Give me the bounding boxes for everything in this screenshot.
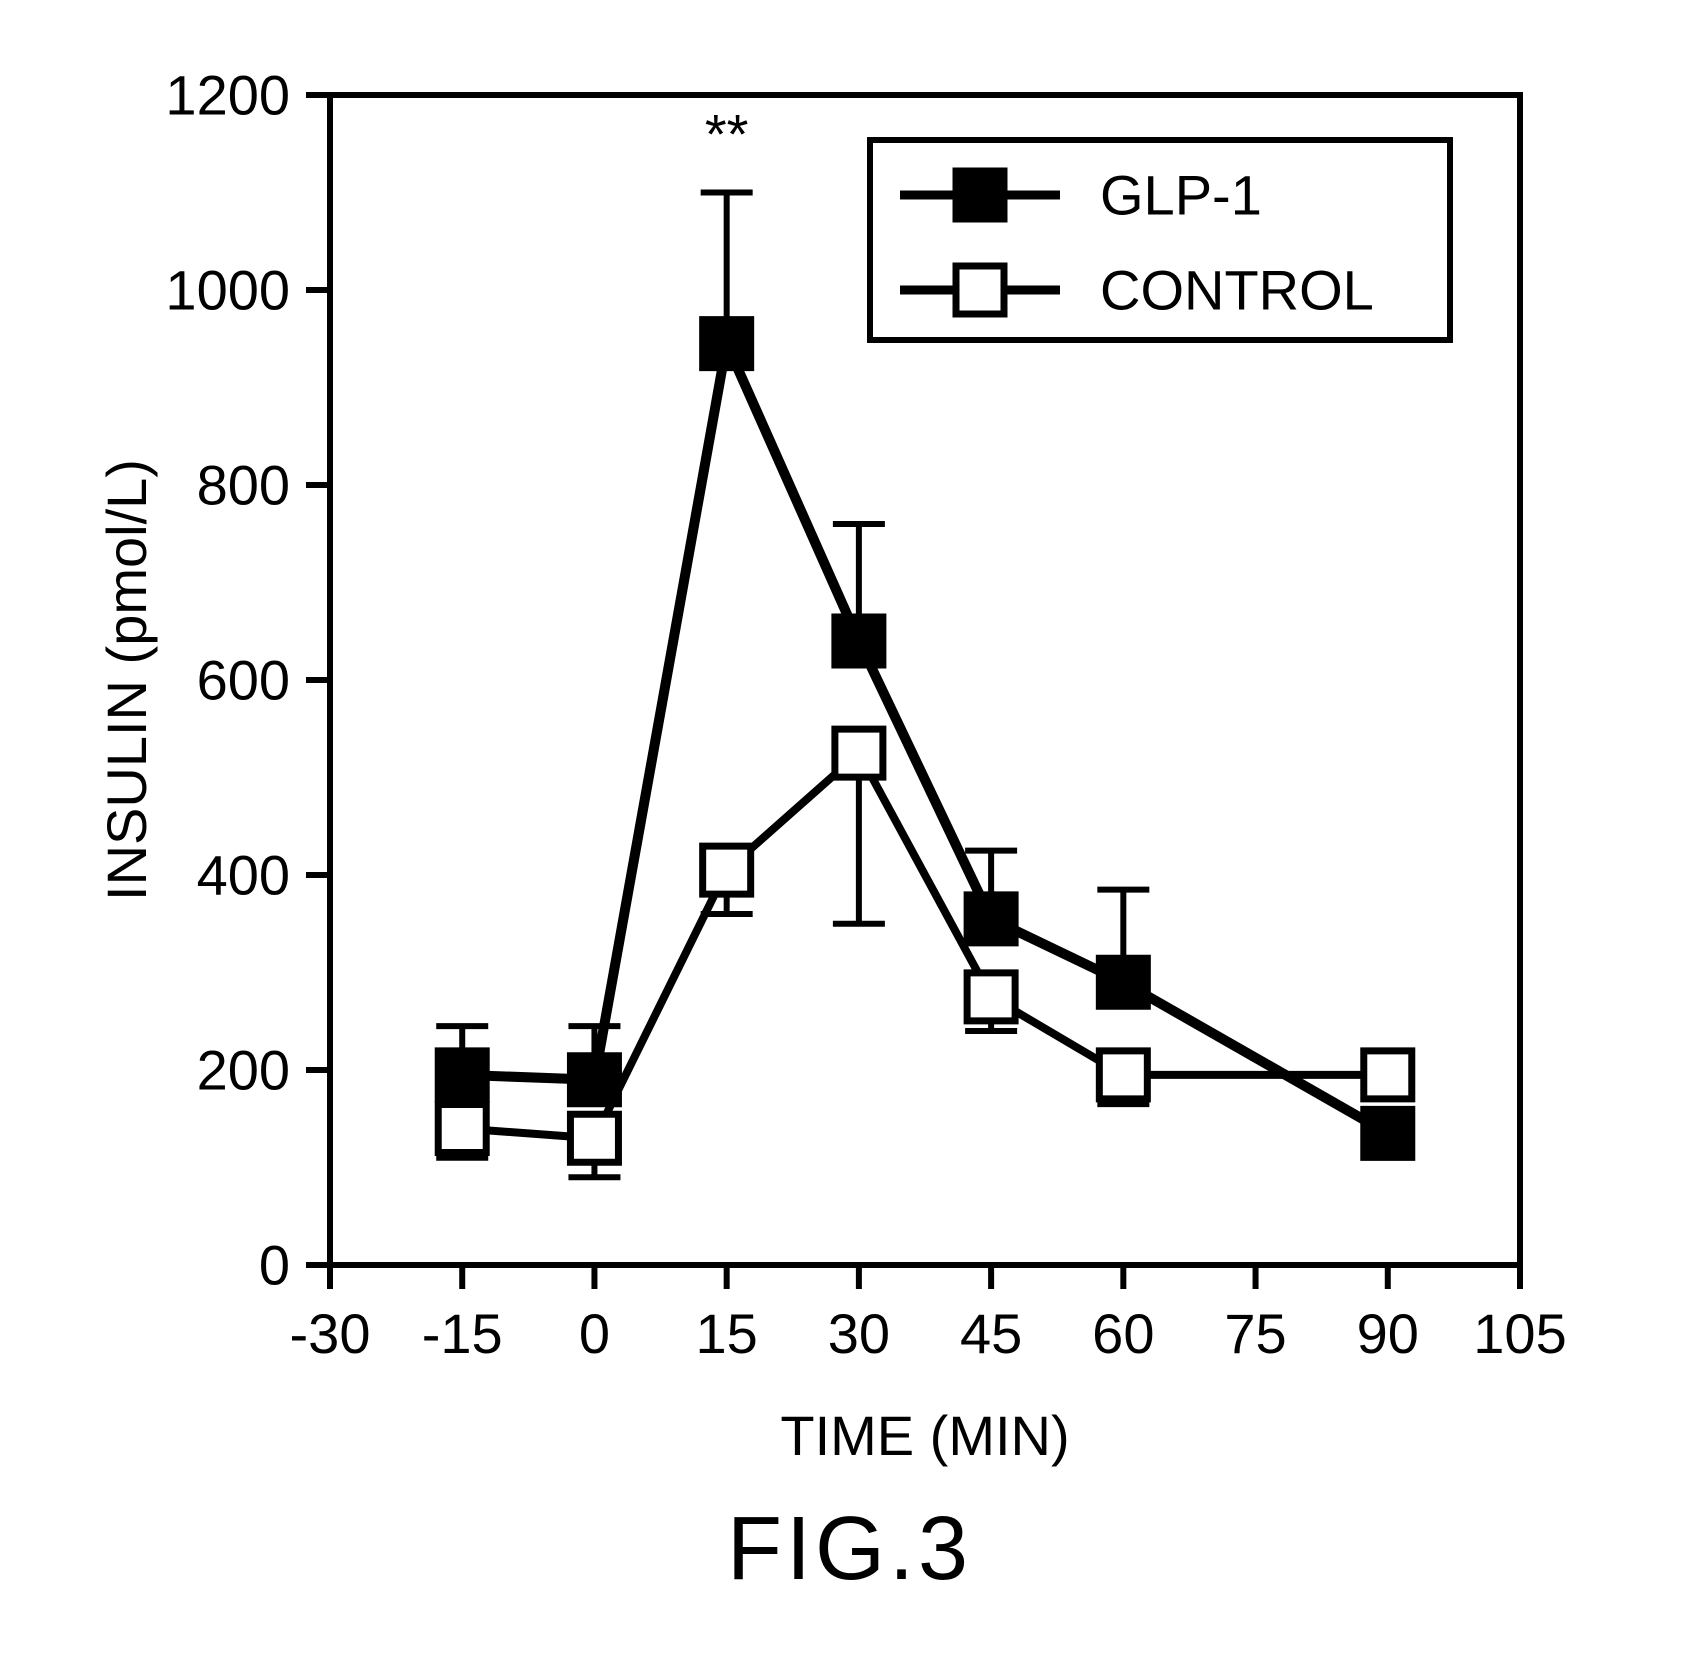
marker-open-square [438, 1105, 486, 1153]
y-tick-label: 600 [197, 649, 290, 712]
legend-label: GLP-1 [1100, 164, 1262, 227]
x-tick-label: -30 [290, 1302, 371, 1365]
x-tick-label: 30 [828, 1302, 890, 1365]
x-tick-label: 90 [1357, 1302, 1419, 1365]
marker-open-square [1099, 1051, 1147, 1099]
x-axis-label: TIME (MIN) [780, 1404, 1069, 1467]
chart-container: -30 -15 0 15 30 45 60 75 90 105 0 200 400 600 800 1000 1… [0, 0, 1699, 1669]
x-tick-label: 105 [1473, 1302, 1566, 1365]
x-tick-label: 75 [1224, 1302, 1286, 1365]
y-tick-label: 1000 [165, 259, 290, 322]
marker-open-square [1364, 1051, 1412, 1099]
marker-open-square [956, 266, 1004, 314]
marker-filled-square [1099, 958, 1147, 1006]
figure-caption: FIG.3 [727, 1499, 972, 1599]
x-tick-label: 45 [960, 1302, 1022, 1365]
marker-filled-square [438, 1051, 486, 1099]
marker-filled-square [835, 617, 883, 665]
y-tick-label: 0 [259, 1234, 290, 1297]
marker-filled-square [703, 320, 751, 368]
marker-open-square [703, 846, 751, 894]
marker-open-square [835, 729, 883, 777]
marker-filled-square [956, 171, 1004, 219]
y-tick-label: 800 [197, 454, 290, 517]
marker-open-square [570, 1114, 618, 1162]
y-tick-label: 200 [197, 1039, 290, 1102]
x-tick-label: 0 [579, 1302, 610, 1365]
legend-label: CONTROL [1100, 259, 1374, 322]
y-tick-label: 1200 [165, 64, 290, 127]
annotation: ** [705, 103, 749, 166]
marker-filled-square [967, 895, 1015, 943]
marker-open-square [967, 973, 1015, 1021]
marker-filled-square [1364, 1109, 1412, 1157]
x-tick-label: 15 [696, 1302, 758, 1365]
marker-filled-square [570, 1056, 618, 1104]
y-axis-label: INSULIN (pmol/L) [95, 459, 158, 901]
line-chart: -30 -15 0 15 30 45 60 75 90 105 0 200 400 600 800 1000 1… [0, 0, 1699, 1669]
x-tick-label: 60 [1092, 1302, 1154, 1365]
y-tick-label: 400 [197, 844, 290, 907]
x-tick-label: -15 [422, 1302, 503, 1365]
